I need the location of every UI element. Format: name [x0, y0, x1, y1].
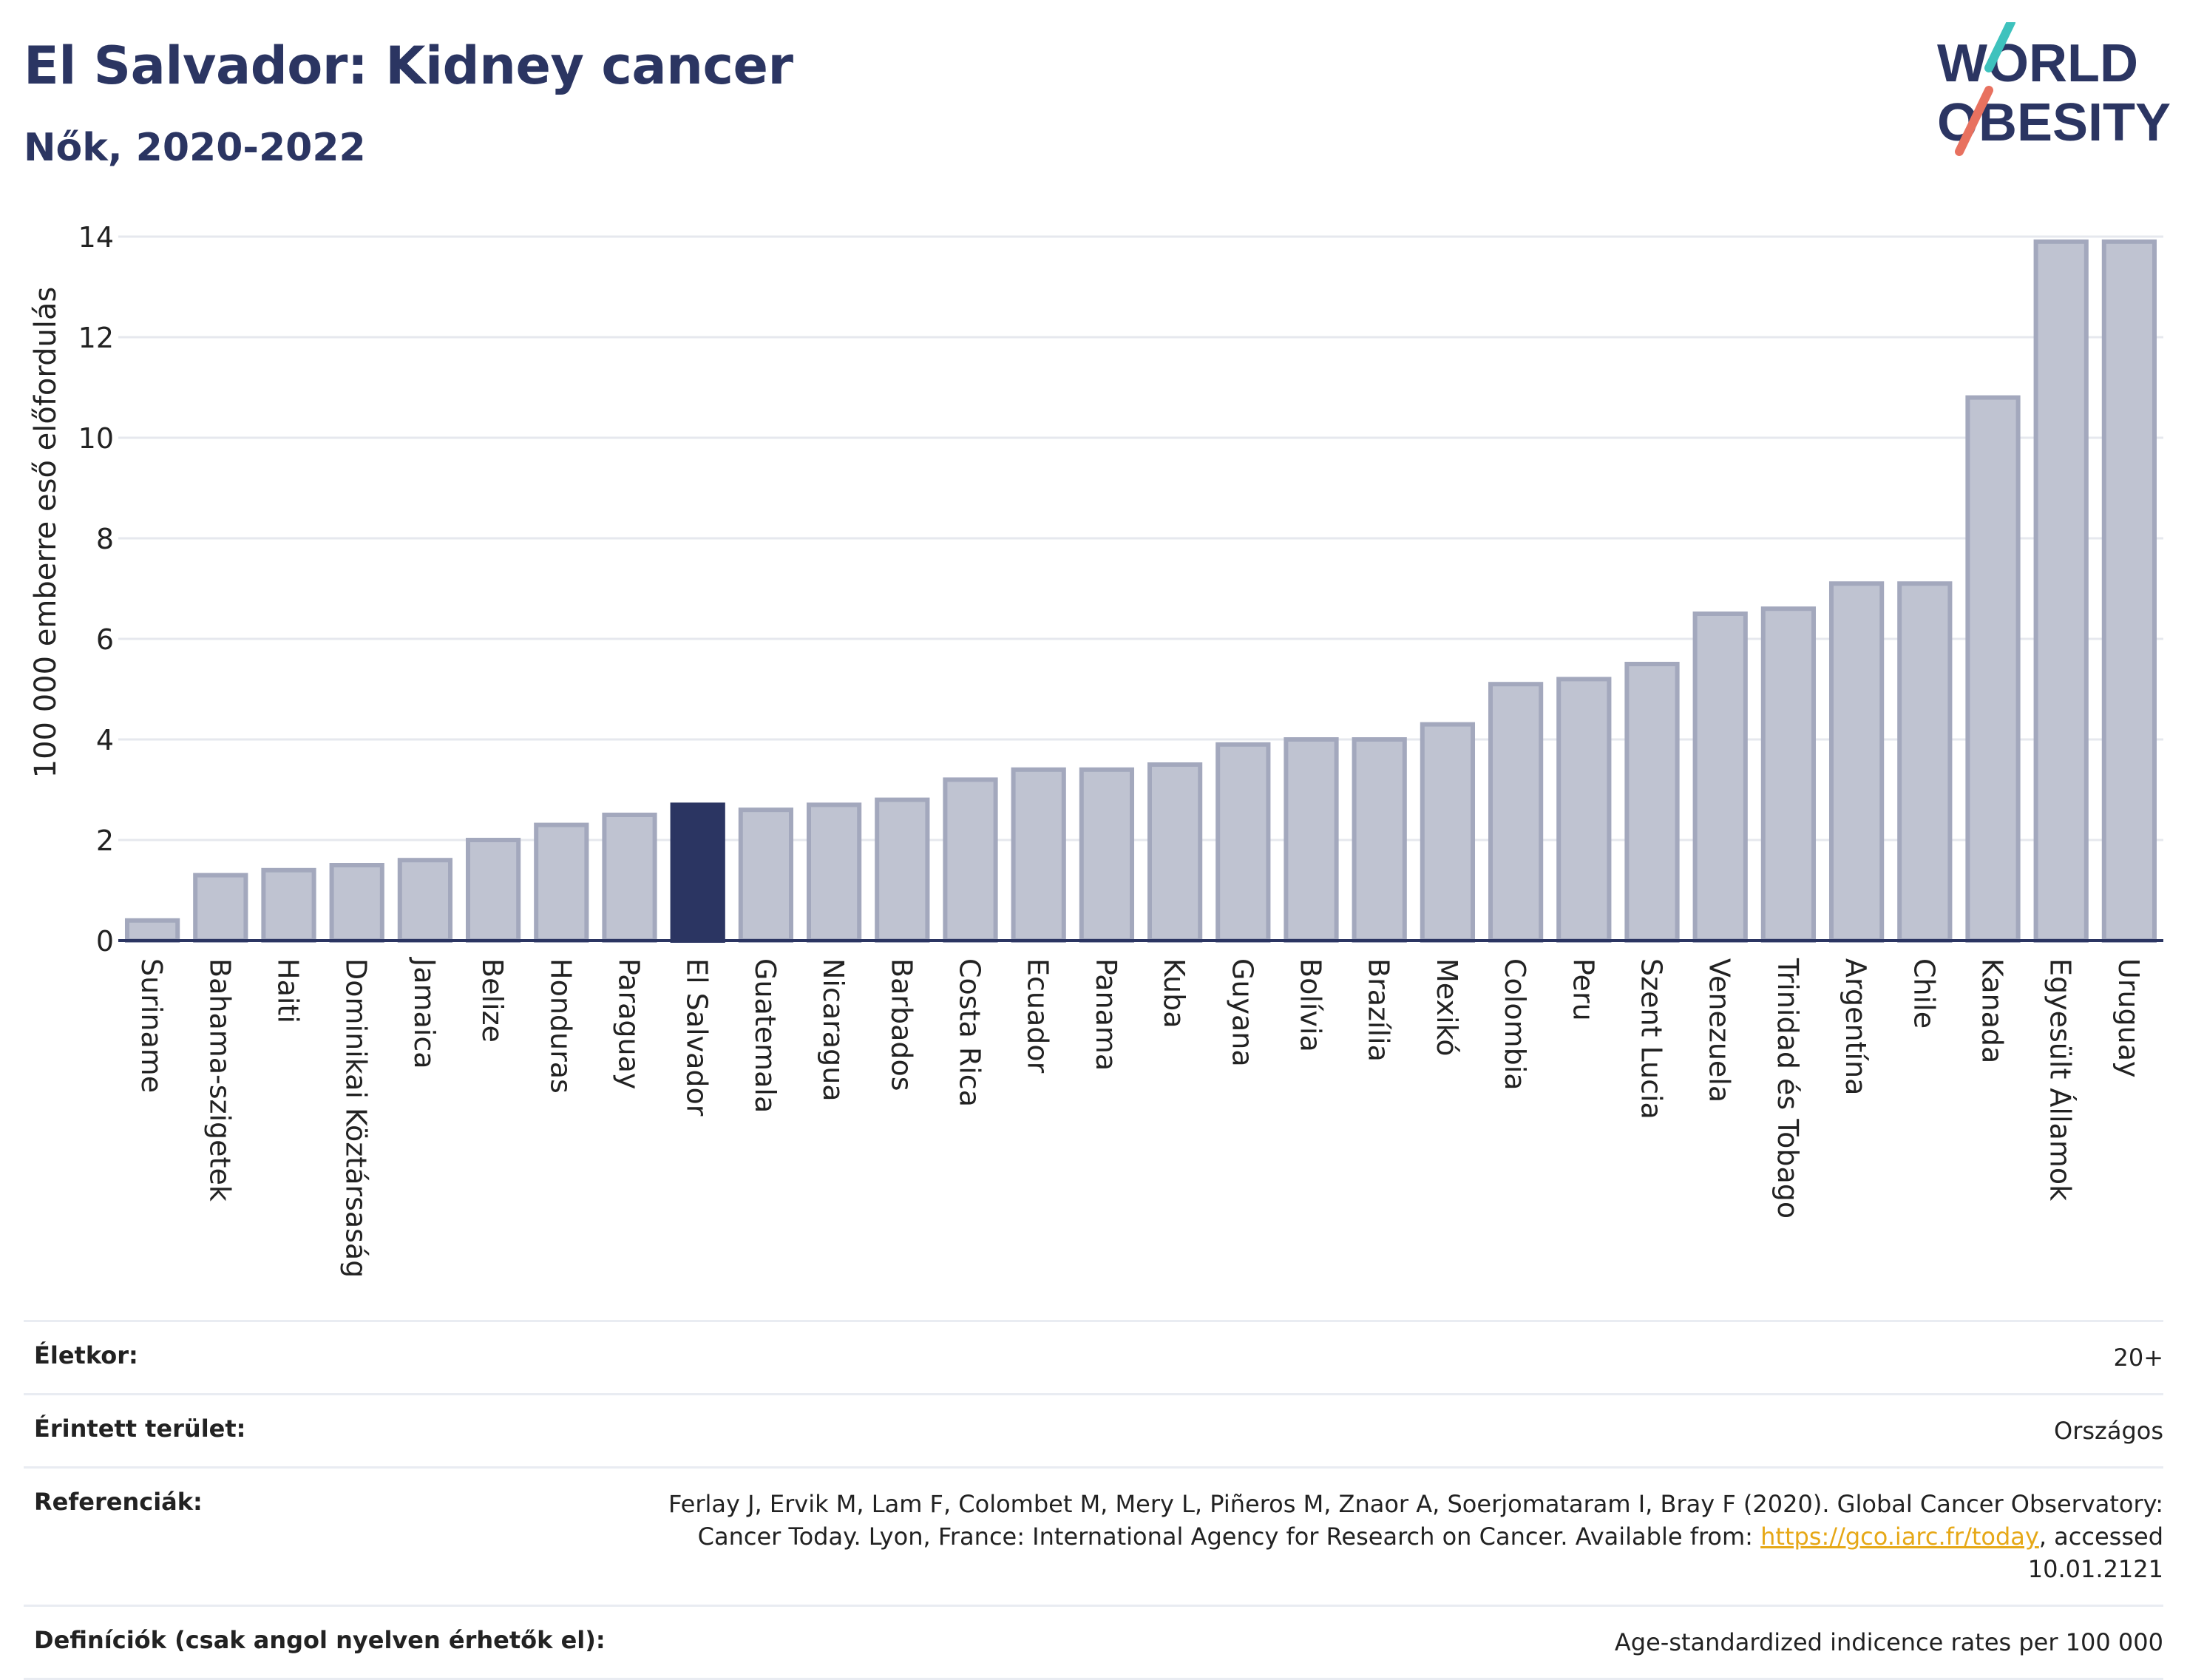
references-text: Ferlay J, Ervik M, Lam F, Colombet M, Me…	[668, 1490, 2163, 1551]
bar	[1488, 682, 1544, 943]
bar	[329, 863, 384, 943]
bar	[1352, 737, 1407, 943]
chart-subtitle: Nők, 2020-2022	[24, 126, 366, 170]
bar	[2033, 239, 2089, 943]
age-label: Életkor:	[34, 1341, 138, 1369]
x-tick-label: Peru	[1567, 958, 1599, 1021]
meta-row-references: Referenciák: Ferlay J, Ervik M, Lam F, C…	[24, 1466, 2163, 1605]
x-tick-label: El Salvador	[681, 958, 713, 1117]
x-tick-label: Ecuador	[1022, 958, 1054, 1074]
x-tick-label: Kuba	[1158, 958, 1190, 1029]
age-value: 20+	[2113, 1344, 2163, 1372]
meta-row-definitions: Definíciók (csak angol nyelven érhetők e…	[24, 1605, 2163, 1680]
x-tick-label: Argentína	[1840, 958, 1872, 1095]
bar	[261, 867, 316, 944]
bar	[124, 918, 180, 944]
bar	[1692, 612, 1748, 943]
y-tick-label: 12	[78, 322, 114, 354]
bar	[397, 858, 453, 943]
bar	[1556, 677, 1612, 944]
bar	[602, 813, 657, 943]
area-label: Érintett terület:	[34, 1415, 246, 1443]
bar	[1965, 395, 2021, 943]
x-tick-label: Haiti	[272, 958, 305, 1023]
bar	[465, 838, 521, 943]
area-value: Országos	[2054, 1417, 2163, 1445]
x-tick-label: Egyesült Államok	[2044, 958, 2077, 1201]
bar	[1760, 606, 1817, 943]
bar	[943, 777, 998, 944]
logo-line1: WORLD	[1937, 34, 2138, 93]
metadata-table: Életkor: 20+ Érintett terület: Országos …	[24, 1320, 2163, 1680]
x-tick-label: Jamaica	[408, 957, 441, 1069]
bar	[806, 802, 862, 944]
bar	[1897, 581, 1953, 943]
meta-row-area: Érintett terület: Országos	[24, 1393, 2163, 1466]
y-tick-label: 6	[96, 623, 114, 656]
bar	[670, 802, 725, 944]
x-tick-label: Costa Rica	[954, 958, 986, 1107]
references-value: Ferlay J, Ervik M, Lam F, Colombet M, Me…	[611, 1488, 2163, 1585]
chart-title: El Salvador: Kidney cancer	[24, 35, 793, 96]
x-tick-label: Guyana	[1226, 958, 1258, 1067]
bar	[2101, 239, 2157, 943]
x-tick-label: Belize	[476, 958, 509, 1043]
x-tick-label: Kanada	[1976, 958, 2009, 1063]
bar	[875, 797, 930, 943]
bar	[1147, 762, 1203, 943]
reference-link[interactable]: https://gco.iarc.fr/today	[1760, 1522, 2039, 1551]
bar	[738, 807, 794, 943]
y-tick-label: 0	[96, 925, 114, 958]
y-tick-label: 10	[78, 422, 114, 455]
meta-row-age: Életkor: 20+	[24, 1320, 2163, 1393]
x-tick-label: Trinidad és Tobago	[1771, 958, 1804, 1219]
x-tick-label: Bolívia	[1295, 958, 1327, 1052]
world-obesity-logo: WORLD OBESITY	[1937, 22, 2171, 156]
y-tick-label: 2	[96, 824, 114, 857]
x-tick-label: Paraguay	[613, 958, 645, 1089]
definitions-label: Definíciók (csak angol nyelven érhetők e…	[34, 1626, 606, 1654]
y-tick-label: 4	[96, 724, 114, 756]
bar	[1079, 767, 1135, 944]
x-tick-label: Uruguay	[2112, 958, 2145, 1078]
bar	[193, 873, 248, 943]
x-tick-label: Mexikó	[1431, 958, 1463, 1056]
x-tick-label: Suriname	[135, 958, 168, 1093]
bar	[1624, 662, 1680, 943]
x-tick-label: Nicaragua	[817, 958, 850, 1102]
x-tick-label: Bahama-szigetek	[203, 958, 236, 1202]
x-tick-label: Venezuela	[1703, 958, 1736, 1102]
x-tick-label: Panama	[1090, 958, 1122, 1071]
y-tick-label: 14	[78, 221, 114, 254]
references-accessed: , accessed 10.01.2121	[2027, 1522, 2163, 1583]
x-tick-label: Colombia	[1499, 958, 1531, 1091]
bar	[1011, 767, 1066, 944]
x-tick-label: Dominikai Köztársaság	[340, 958, 373, 1278]
bar	[534, 822, 589, 943]
x-tick-label: Barbados	[885, 958, 918, 1091]
references-label: Referenciák:	[34, 1488, 203, 1516]
x-tick-label: Szent Lucia	[1635, 958, 1668, 1120]
bar	[1215, 742, 1271, 943]
x-tick-label: Honduras	[544, 958, 577, 1094]
x-tick-label: Guatemala	[749, 958, 781, 1113]
x-tick-label: Chile	[1908, 958, 1940, 1029]
y-tick-label: 8	[96, 523, 114, 555]
bar	[1828, 581, 1885, 943]
bar-chart: 0 2 4 6 8 10 12 14 Suriname Bahama-szigetek Haiti D…	[78, 221, 2163, 1278]
bar	[1284, 737, 1339, 943]
definitions-value: Age-standardized indicence rates per 100…	[1614, 1628, 2163, 1656]
bar	[1420, 722, 1476, 943]
x-tick-label: Brazília	[1363, 958, 1395, 1062]
